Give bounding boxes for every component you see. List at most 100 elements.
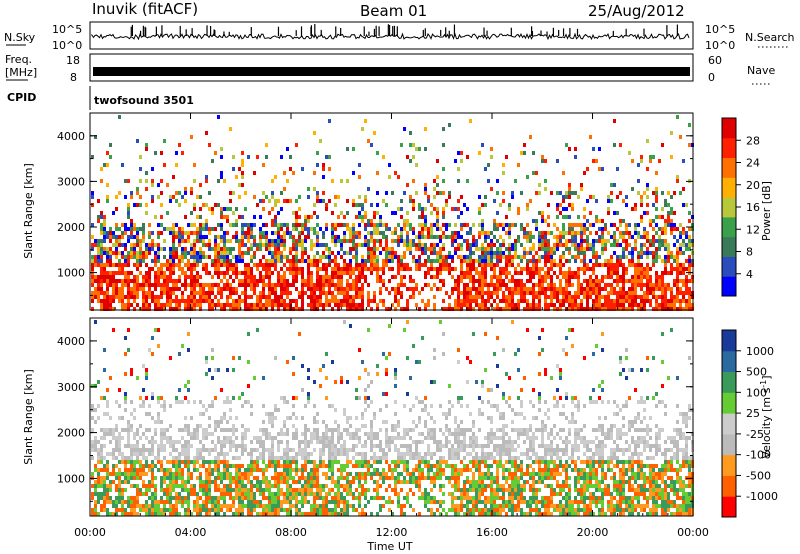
power-cell <box>181 235 184 239</box>
velocity-cell <box>205 408 208 412</box>
power-cell <box>460 151 463 155</box>
power-cell <box>619 219 622 223</box>
power-colorbar-tick: 24 <box>746 157 760 170</box>
power-cell <box>604 259 607 263</box>
power-cell <box>229 287 232 291</box>
power-cell <box>181 283 184 287</box>
power-cell <box>601 227 604 231</box>
power-cell <box>610 191 613 195</box>
power-cell <box>409 227 412 231</box>
power-cell <box>157 271 160 275</box>
power-cell <box>235 219 238 223</box>
power-cell <box>589 135 592 139</box>
velocity-cell <box>289 448 292 452</box>
velocity-cell <box>238 500 241 504</box>
power-cell <box>190 291 193 295</box>
power-cell <box>298 295 301 299</box>
power-cell <box>349 307 352 311</box>
power-cell <box>442 307 445 311</box>
power-cell <box>130 287 133 291</box>
power-cell <box>115 247 118 251</box>
velocity-cell <box>118 444 121 448</box>
power-cell <box>634 275 637 279</box>
power-cell <box>673 279 676 283</box>
velocity-cell <box>187 428 190 432</box>
velocity-cell <box>274 436 277 440</box>
power-cell <box>91 223 94 227</box>
power-cell <box>547 283 550 287</box>
power-cell <box>397 291 400 295</box>
power-cell <box>331 251 334 255</box>
velocity-cell <box>217 488 220 492</box>
power-cell <box>571 239 574 243</box>
power-cell <box>682 251 685 255</box>
power-cell <box>169 275 172 279</box>
velocity-cell <box>124 476 127 480</box>
power-cell <box>484 307 487 311</box>
power-cell <box>472 279 475 283</box>
power-cell <box>460 235 463 239</box>
power-cell <box>298 243 301 247</box>
power-cell <box>202 239 205 243</box>
power-cell <box>415 283 418 287</box>
power-cell <box>673 227 676 231</box>
power-cell <box>535 307 538 311</box>
velocity-cell <box>220 388 223 392</box>
power-cell <box>490 267 493 271</box>
power-cell <box>334 259 337 263</box>
power-cell <box>196 215 199 219</box>
power-cell <box>169 299 172 303</box>
power-cell <box>331 279 334 283</box>
power-cell <box>406 303 409 307</box>
power-cell <box>310 259 313 263</box>
power-cell <box>532 295 535 299</box>
power-cell <box>286 279 289 283</box>
power-cell <box>127 259 130 263</box>
velocity-cell <box>241 504 244 508</box>
power-cell <box>355 247 358 251</box>
power-cell <box>205 263 208 267</box>
velocity-cell <box>142 444 145 448</box>
power-cell <box>340 303 343 307</box>
power-cell <box>319 295 322 299</box>
velocity-cell <box>229 480 232 484</box>
velocity-cell <box>307 488 310 492</box>
power-cell <box>424 259 427 263</box>
power-cell <box>361 263 364 267</box>
power-cell <box>586 299 589 303</box>
power-cell <box>463 223 466 227</box>
power-cell <box>481 267 484 271</box>
power-cell <box>193 251 196 255</box>
power-cell <box>307 235 310 239</box>
power-cell <box>223 243 226 247</box>
power-cell <box>217 287 220 291</box>
power-cell <box>319 275 322 279</box>
power-cell <box>556 215 559 219</box>
power-cell <box>469 291 472 295</box>
velocity-cell <box>262 376 265 380</box>
station-title: Inuvik (fitACF) <box>92 0 198 18</box>
power-cell <box>472 263 475 267</box>
power-cell <box>283 187 286 191</box>
power-cell <box>175 279 178 283</box>
velocity-cell <box>253 376 256 380</box>
power-cell <box>280 259 283 263</box>
power-cell <box>418 207 421 211</box>
velocity-cell <box>307 376 310 380</box>
velocity-cell <box>148 496 151 500</box>
power-cell <box>622 291 625 295</box>
power-cell <box>643 211 646 215</box>
velocity-cell <box>112 452 115 456</box>
power-cell <box>379 279 382 283</box>
velocity-cell <box>133 452 136 456</box>
power-cell <box>346 263 349 267</box>
power-cell <box>445 255 448 259</box>
power-cell <box>196 235 199 239</box>
power-cell <box>286 287 289 291</box>
velocity-cell <box>286 464 289 468</box>
power-cell <box>562 231 565 235</box>
power-cell <box>100 251 103 255</box>
velocity-cell <box>283 476 286 480</box>
power-cell <box>493 227 496 231</box>
power-cell <box>247 251 250 255</box>
